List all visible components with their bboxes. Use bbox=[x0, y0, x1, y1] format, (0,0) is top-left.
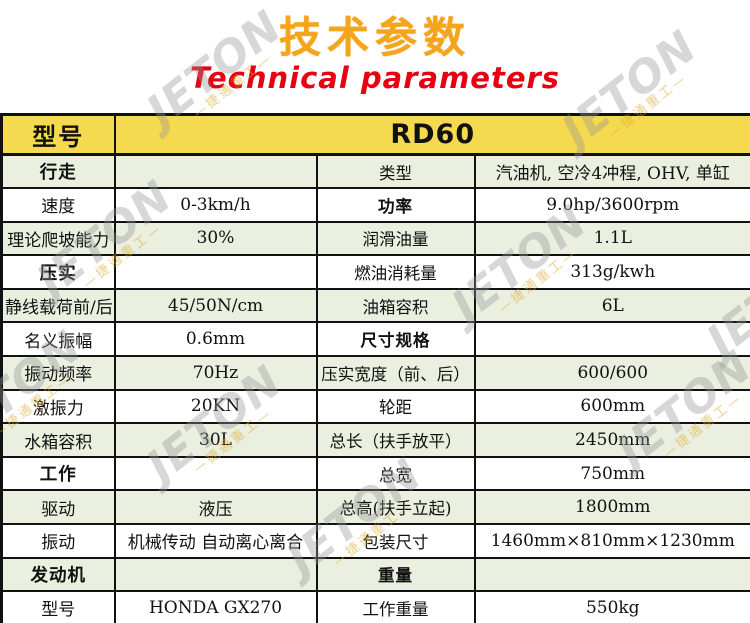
param-label: 压实 bbox=[0, 254, 116, 290]
param-value: 600/600 bbox=[473, 355, 750, 391]
param-label: 轮距 bbox=[315, 388, 476, 425]
param-value bbox=[113, 153, 318, 190]
param-label: 静线载荷前/后 bbox=[0, 287, 116, 324]
param-label: 激振力 bbox=[0, 388, 116, 425]
table-row: 型号 HONDA GX270 工作重量 550kg bbox=[0, 590, 750, 623]
param-label: 振动频率 bbox=[0, 355, 116, 391]
param-value bbox=[113, 254, 318, 290]
param-value: 汽油机, 空冷4冲程, OHV, 单缸 bbox=[473, 153, 750, 190]
param-label: 振动 bbox=[0, 523, 116, 559]
param-value: 1.1L bbox=[473, 220, 750, 257]
param-label: 名义振幅 bbox=[0, 321, 116, 358]
table-row: 激振力 20KN 轮距 600mm bbox=[0, 388, 750, 425]
table-row: 速度 0-3km/h 功率 9.0hp/3600rpm bbox=[0, 187, 750, 223]
param-label: 尺寸规格 bbox=[315, 321, 476, 358]
param-label: 类型 bbox=[315, 153, 476, 190]
param-label: 发动机 bbox=[0, 556, 116, 593]
table-row: 振动频率 70Hz 压实宽度（前、后） 600/600 bbox=[0, 355, 750, 391]
param-value: 2450mm bbox=[473, 422, 750, 458]
table-row: 发动机 重量 bbox=[0, 556, 750, 593]
param-value: 750mm bbox=[473, 455, 750, 492]
page-subtitle: Technical parameters bbox=[189, 61, 561, 95]
param-label: 型号 bbox=[0, 590, 116, 623]
param-value: 1800mm bbox=[473, 489, 750, 526]
param-label: 速度 bbox=[0, 187, 116, 223]
param-value: 30% bbox=[113, 220, 318, 257]
param-label: 包装尺寸 bbox=[315, 523, 476, 559]
param-label: 重量 bbox=[315, 556, 476, 593]
param-value: 6L bbox=[473, 287, 750, 324]
table-row: 理论爬坡能力 30% 润滑油量 1.1L bbox=[0, 220, 750, 257]
param-label: 理论爬坡能力 bbox=[0, 220, 116, 257]
param-value: 70Hz bbox=[113, 355, 318, 391]
table-row: 驱动 液压 总高(扶手立起) 1800mm bbox=[0, 489, 750, 526]
model-value: RD60 bbox=[113, 113, 750, 156]
param-value: 550kg bbox=[473, 590, 750, 623]
table-row: 水箱容积 30L 总长（扶手放平） 2450mm bbox=[0, 422, 750, 458]
param-value bbox=[473, 556, 750, 593]
param-value: 液压 bbox=[113, 489, 318, 526]
param-value: 600mm bbox=[473, 388, 750, 425]
technical-parameters-table: 型号 RD60 行走 类型 汽油机, 空冷4冲程, OHV, 单缸 速度 0-3km/h… bbox=[0, 113, 750, 623]
param-value: 30L bbox=[113, 422, 318, 458]
param-label: 水箱容积 bbox=[0, 422, 116, 458]
table-header-row: 型号 RD60 bbox=[0, 113, 750, 156]
param-label: 功率 bbox=[315, 187, 476, 223]
param-label: 驱动 bbox=[0, 489, 116, 526]
param-label: 油箱容积 bbox=[315, 287, 476, 324]
param-value: 0-3km/h bbox=[113, 187, 318, 223]
table-row: 静线载荷前/后 45/50N/cm 油箱容积 6L bbox=[0, 287, 750, 324]
param-value bbox=[113, 455, 318, 492]
param-label: 工作重量 bbox=[315, 590, 476, 623]
param-value: HONDA GX270 bbox=[113, 590, 318, 623]
param-label: 总宽 bbox=[315, 455, 476, 492]
param-value: 9.0hp/3600rpm bbox=[473, 187, 750, 223]
param-value bbox=[113, 556, 318, 593]
table-row: 工作 总宽 750mm bbox=[0, 455, 750, 492]
param-value: 机械传动 自动离心离合 bbox=[113, 523, 318, 559]
model-label: 型号 bbox=[0, 113, 116, 156]
param-value: 1460mm×810mm×1230mm bbox=[473, 523, 750, 559]
param-label: 总长（扶手放平） bbox=[315, 422, 476, 458]
param-value: 45/50N/cm bbox=[113, 287, 318, 324]
param-value bbox=[473, 321, 750, 358]
table-row: 振动 机械传动 自动离心离合 包装尺寸 1460mm×810mm×1230mm bbox=[0, 523, 750, 559]
table-row: 名义振幅 0.6mm 尺寸规格 bbox=[0, 321, 750, 358]
param-label: 总高(扶手立起) bbox=[315, 489, 476, 526]
table-row: 行走 类型 汽油机, 空冷4冲程, OHV, 单缸 bbox=[0, 153, 750, 190]
param-label: 行走 bbox=[0, 153, 116, 190]
param-label: 压实宽度（前、后） bbox=[315, 355, 476, 391]
param-value: 313g/kwh bbox=[473, 254, 750, 290]
page-title: 技术参数 bbox=[278, 13, 471, 62]
param-label: 燃油消耗量 bbox=[315, 254, 476, 290]
param-value: 0.6mm bbox=[113, 321, 318, 358]
param-label: 润滑油量 bbox=[315, 220, 476, 257]
param-label: 工作 bbox=[0, 455, 116, 492]
table-row: 压实 燃油消耗量 313g/kwh bbox=[0, 254, 750, 290]
param-value: 20KN bbox=[113, 388, 318, 425]
